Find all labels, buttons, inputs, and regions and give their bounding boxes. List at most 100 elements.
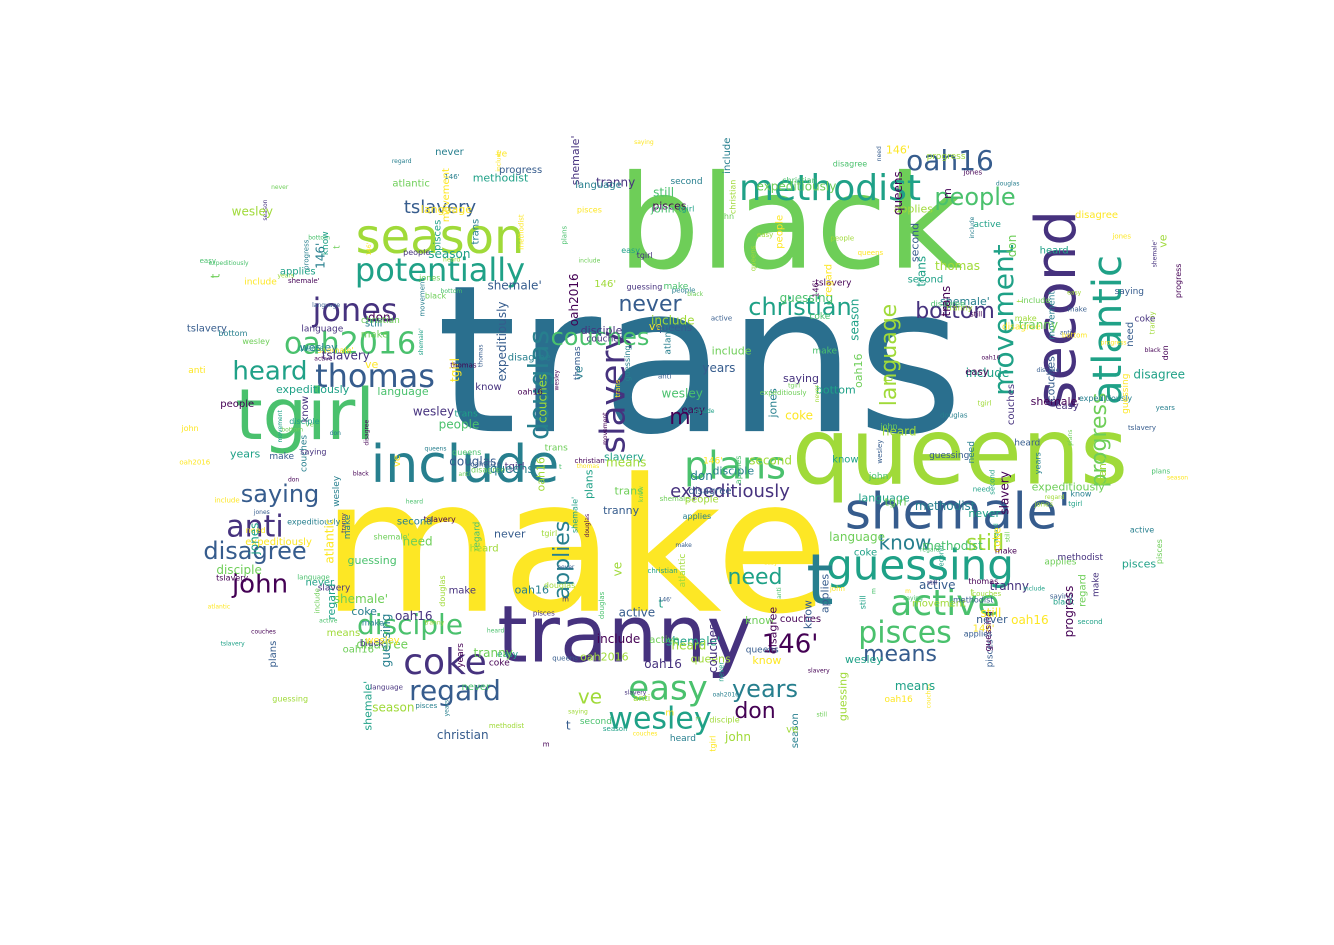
filler-word: don	[288, 476, 299, 483]
filler-word: atlantic	[664, 321, 674, 355]
filler-word: t	[559, 463, 562, 471]
filler-word: people	[685, 495, 719, 506]
filler-word: include	[244, 278, 277, 288]
word-trans: trans	[436, 242, 963, 480]
filler-word: 146'	[886, 144, 910, 157]
filler-word: thomas	[577, 463, 599, 470]
filler-word: tslavery	[815, 279, 852, 289]
filler-word: ve	[305, 420, 313, 428]
filler-word: queens	[858, 249, 884, 257]
filler-word: heard	[1040, 246, 1069, 257]
filler-word: movement	[277, 409, 284, 442]
filler-word: queens	[749, 245, 757, 271]
word-regard: regard	[409, 674, 501, 707]
filler-word: make	[1092, 572, 1102, 597]
filler-word: include	[966, 366, 1009, 380]
filler-word: plans	[1067, 430, 1074, 446]
filler-word: wesley	[365, 636, 399, 647]
filler-word: trans	[614, 379, 622, 397]
filler-word: trans	[914, 256, 928, 287]
word-make: make	[321, 439, 829, 655]
filler-word: language	[312, 302, 340, 309]
filler-word: oah16	[343, 644, 374, 655]
filler-word: coke	[854, 548, 877, 559]
filler-word: expeditiously	[495, 301, 509, 381]
filler-word: saying	[634, 139, 654, 146]
filler-word: means	[606, 455, 646, 469]
filler-word: christian	[437, 728, 489, 742]
filler-word: second	[580, 717, 612, 727]
filler-word: slavery	[997, 471, 1011, 514]
filler-word: black	[360, 639, 385, 649]
filler-word: tranny	[596, 176, 635, 190]
filler-word: slavery	[318, 583, 351, 593]
filler-word: guessing	[347, 554, 396, 567]
filler-word: 146'	[973, 624, 995, 635]
filler-word: people	[403, 248, 430, 257]
filler-word: tranny	[1149, 311, 1157, 334]
filler-word: tslavery	[187, 324, 227, 335]
filler-word: make	[361, 330, 388, 341]
filler-word: heard	[487, 628, 505, 635]
filler-word: john	[724, 730, 751, 744]
word-jones: jones	[311, 291, 397, 329]
filler-word: guessing	[272, 695, 308, 704]
filler-word: second	[909, 223, 922, 262]
filler-word: queens	[490, 462, 534, 476]
filler-word: couches	[972, 590, 1001, 598]
word-means: means	[863, 642, 937, 667]
word-language: language	[877, 304, 902, 406]
filler-word: regard	[325, 584, 338, 620]
filler-word: language	[858, 491, 909, 504]
filler-word: couches	[251, 629, 276, 636]
filler-word: easy	[1055, 401, 1078, 412]
filler-word: black	[353, 471, 369, 478]
filler-word: m	[905, 588, 911, 595]
filler-word: easy	[621, 246, 640, 255]
filler-word: don	[368, 310, 391, 324]
filler-word: douglas	[584, 514, 591, 538]
filler-word: disagree	[1002, 323, 1041, 333]
filler-word: include	[712, 344, 752, 357]
filler-word: active	[919, 578, 955, 592]
filler-word: season	[428, 247, 470, 261]
filler-word: jones	[248, 523, 262, 556]
filler-word: tranny	[990, 579, 1029, 593]
filler-word: oah16	[535, 457, 548, 491]
filler-word: easy	[764, 560, 778, 567]
filler-word: shemale'	[940, 295, 990, 308]
filler-word: heard	[443, 256, 461, 263]
word-m: m	[669, 405, 690, 430]
filler-word: include	[722, 138, 733, 174]
filler-word: applies	[964, 630, 993, 639]
filler-word: shemale'	[487, 278, 541, 292]
filler-word: need	[246, 526, 266, 535]
filler-word: couches	[1044, 356, 1057, 402]
filler-word: regard	[920, 546, 940, 553]
filler-word: shemale'	[666, 635, 720, 649]
filler-word: still	[927, 579, 938, 586]
filler-word: anti	[633, 694, 650, 704]
filler-word: saying	[1050, 593, 1073, 601]
filler-word: black	[425, 292, 447, 301]
filler-word: oah2016	[567, 273, 581, 326]
filler-word: wesley	[845, 653, 883, 666]
word-oah16: oah16	[906, 144, 994, 177]
filler-word: wesley	[242, 337, 270, 346]
filler-word: season	[790, 713, 801, 748]
filler-word: shemale'	[571, 497, 580, 533]
filler-word: expeditiously	[209, 260, 249, 267]
filler-word: expeditiously	[287, 518, 341, 527]
filler-word: never	[557, 564, 575, 571]
filler-word: m	[695, 716, 701, 723]
filler-word: couches	[300, 435, 310, 472]
filler-word: need	[1125, 322, 1136, 347]
filler-word: shemale'	[288, 277, 320, 285]
filler-word: season	[372, 701, 414, 715]
filler-word: movement	[418, 279, 426, 317]
word-season: season	[356, 209, 525, 265]
filler-word: m	[665, 708, 674, 718]
filler-word: tranny	[340, 513, 347, 533]
filler-word: tranny	[474, 646, 513, 660]
filler-word: years	[1156, 404, 1176, 412]
